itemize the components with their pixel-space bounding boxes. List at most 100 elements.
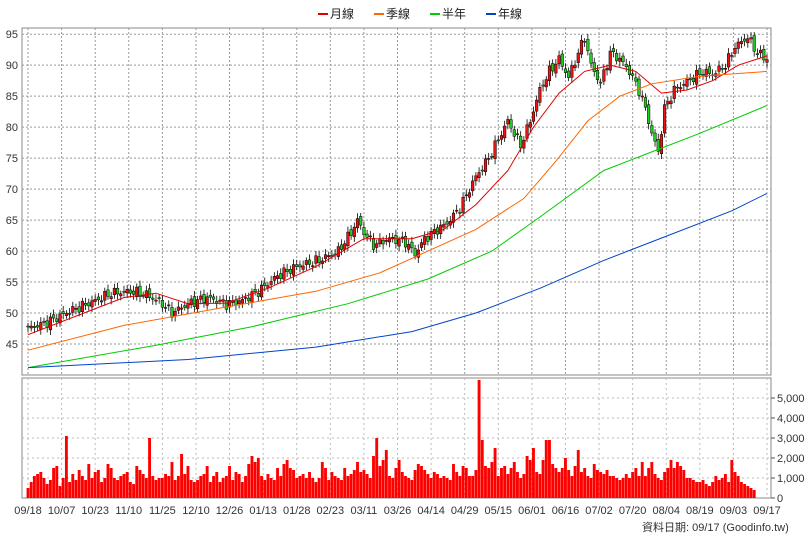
candle-up <box>730 55 734 57</box>
candle-down <box>68 313 72 315</box>
candle-down <box>592 62 596 72</box>
candle-up <box>237 300 241 304</box>
x-tick-label: 11/10 <box>115 505 142 517</box>
volume-bar <box>685 478 689 498</box>
candle-down <box>330 254 334 257</box>
volume-bar <box>212 476 215 498</box>
volume-bar <box>669 460 673 498</box>
source-date: 09/17 <box>692 522 720 534</box>
candle-up <box>282 267 286 280</box>
candle-down <box>551 63 555 72</box>
volume-bar <box>87 464 91 498</box>
x-tick-label: 03/11 <box>351 505 378 517</box>
volume-bar <box>560 468 564 498</box>
volume-bar <box>282 464 286 498</box>
price-tick-label: 60 <box>6 246 18 258</box>
volume-bar <box>119 476 123 498</box>
candle-down <box>279 273 283 279</box>
candle-down <box>365 233 369 238</box>
candle-down <box>426 236 430 242</box>
volume-bar <box>589 478 593 498</box>
volume-bar <box>183 474 187 498</box>
volume-bar <box>324 468 327 498</box>
volume-bar <box>707 486 711 498</box>
candle-down <box>202 294 206 303</box>
volume-bar <box>468 476 471 498</box>
candle-up <box>100 300 104 303</box>
candle-down <box>621 55 625 63</box>
candle-down <box>288 269 292 274</box>
x-tick-label: 12/26 <box>216 505 244 517</box>
volume-bar <box>445 478 449 498</box>
volume-bar <box>394 468 398 498</box>
candle-up <box>557 55 561 65</box>
x-tick-label: 11/25 <box>149 505 176 517</box>
candle-down <box>589 52 593 64</box>
volume-bar <box>237 474 241 498</box>
volume-bar <box>308 472 311 498</box>
candle-down <box>480 169 484 172</box>
volume-bar <box>96 470 100 498</box>
volume-bar <box>55 466 59 498</box>
volume-bar <box>266 474 270 498</box>
candle-up <box>291 264 296 276</box>
candle-up <box>416 249 420 258</box>
volume-bar <box>612 476 615 498</box>
candle-down <box>743 38 747 42</box>
volume-bar <box>276 468 279 498</box>
x-tick-label: 04/29 <box>451 505 479 517</box>
volume-bar <box>141 474 145 498</box>
candle-down <box>624 63 628 67</box>
volume-bar <box>506 474 510 498</box>
candle-up <box>39 322 43 330</box>
candle-down <box>164 307 168 309</box>
volume-bar <box>77 470 81 498</box>
candle-down <box>512 129 516 137</box>
volume-bar <box>32 476 36 498</box>
candle-up <box>352 226 356 238</box>
candle-up <box>419 242 424 248</box>
x-tick-label: 01/28 <box>283 505 311 517</box>
candle-down <box>445 221 449 225</box>
candle-down <box>285 269 289 273</box>
volume-bar <box>349 474 353 498</box>
volume-bar <box>605 470 609 498</box>
candle-down <box>211 296 216 300</box>
price-tick-label: 70 <box>6 184 18 196</box>
price-tick-label: 50 <box>6 308 18 320</box>
volume-bar <box>164 474 168 498</box>
volume-bar <box>432 472 436 498</box>
volume-bar <box>672 468 676 498</box>
x-tick-label: 08/19 <box>686 505 714 517</box>
candle-down <box>263 282 267 286</box>
candle-down <box>707 66 711 74</box>
volume-bar <box>580 472 583 498</box>
volume-bar <box>224 476 228 498</box>
candle-down <box>84 303 88 306</box>
candle-up <box>391 237 395 239</box>
volume-bar <box>637 476 641 498</box>
candle-up <box>301 265 305 270</box>
volume-tick-label: 5,000 <box>777 393 805 405</box>
volume-bar <box>426 474 430 498</box>
price-tick-label: 55 <box>6 277 18 289</box>
candle-down <box>32 326 36 328</box>
volume-bar <box>221 478 225 498</box>
candle-down <box>183 305 187 308</box>
volume-bar <box>138 470 142 498</box>
candle-down <box>595 70 599 80</box>
volume-bar <box>272 480 276 498</box>
candle-up <box>93 299 97 302</box>
volume-bar <box>586 476 590 498</box>
candle-down <box>307 259 312 265</box>
volume-bar <box>682 470 686 498</box>
volume-bar <box>388 476 391 498</box>
volume-bar <box>80 476 84 498</box>
candle-up <box>746 38 750 44</box>
volume-bar <box>244 476 247 498</box>
candle-down <box>583 40 587 43</box>
candle-up <box>407 244 411 250</box>
candle-down <box>128 289 132 294</box>
volume-bar <box>691 480 695 498</box>
